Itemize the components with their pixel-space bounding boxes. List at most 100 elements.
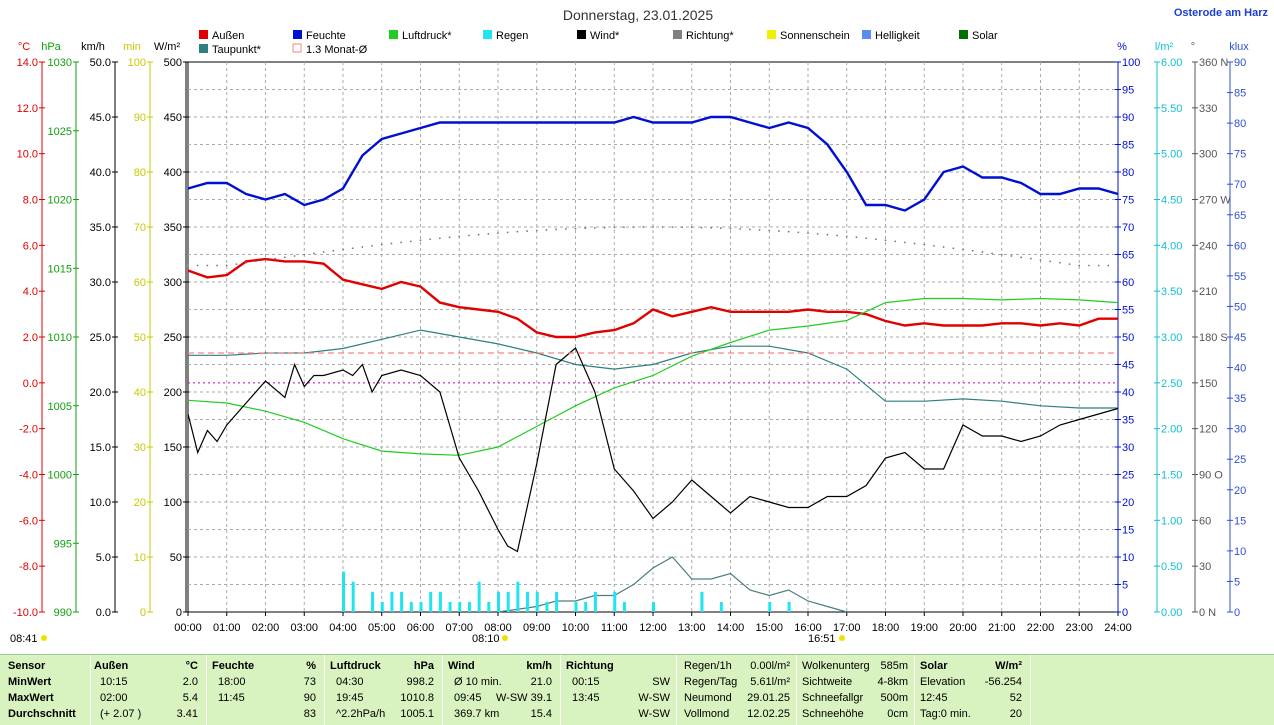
lm2-tick-label: 5.50 xyxy=(1161,103,1182,115)
solar-max-dot xyxy=(1039,259,1042,261)
solar-max-dot xyxy=(235,263,238,266)
solar-max-dot xyxy=(962,248,964,251)
kmh-tick-label: 30.0 xyxy=(90,277,111,289)
stats-separator xyxy=(90,655,91,725)
legend-label: Wind* xyxy=(590,30,620,42)
sun-icon xyxy=(41,635,47,641)
stats-cell: 12:45 xyxy=(920,692,948,704)
x-tick-label: 12:00 xyxy=(639,622,667,634)
lm2-tick-label: 3.50 xyxy=(1161,286,1182,298)
solar-max-dot xyxy=(816,232,819,235)
pct-tick-label: 60 xyxy=(1122,277,1134,289)
wm2-tick-label: 300 xyxy=(164,277,182,289)
solar-max-dot xyxy=(787,230,790,233)
series-line xyxy=(187,347,1119,553)
min-tick-label: 90 xyxy=(134,112,146,124)
legend-label: Luftdruck* xyxy=(402,30,452,42)
temp-tick-label: -4.0 xyxy=(19,470,38,482)
x-axis: 00:00 01:00 02:00 03:00 04:00 05:00 06:00 07:00… xyxy=(174,612,1132,634)
solar-max-dot xyxy=(719,227,722,230)
pct-tick-label: 55 xyxy=(1122,305,1134,317)
x-tick-label: 15:00 xyxy=(755,622,783,634)
solar-max-dot xyxy=(681,226,683,229)
rain-bar xyxy=(342,571,345,612)
temp-tick-label: 12.0 xyxy=(17,103,38,115)
temp-tick-label: -10.0 xyxy=(13,607,38,619)
deg-tick-label: 300 xyxy=(1199,149,1217,161)
lm2-tick-label: 2.50 xyxy=(1161,378,1182,390)
stats-cell: Regen/1h xyxy=(684,660,732,672)
chart-title: Donnerstag, 23.01.2025 xyxy=(563,7,713,23)
x-tick-label: 14:00 xyxy=(717,622,745,634)
solar-max-dot xyxy=(1117,264,1119,267)
stats-cell: W-SW xyxy=(638,692,670,704)
rain-bar xyxy=(409,601,413,612)
pct-tick-label: 35 xyxy=(1122,415,1134,427)
pct-tick-label: 0 xyxy=(1122,607,1128,619)
stats-table: Sensor Außen °C Feuchte% Luftdruck hPa Wind km/… xyxy=(0,654,1274,725)
temp-tick-label: 4.0 xyxy=(23,286,38,298)
deg-tick-label: 90 O xyxy=(1199,470,1223,482)
temp-tick-label: 10.0 xyxy=(17,149,38,161)
stats-cell: hPa xyxy=(413,660,434,672)
solar-max-dot xyxy=(303,253,306,256)
temp-tick-label: 6.0 xyxy=(23,240,38,252)
solar-max-dot xyxy=(264,259,267,261)
solar-max-dot xyxy=(933,244,935,247)
deg-tick-label: 180 S xyxy=(1199,332,1228,344)
stats-cell: Ø 10 min. xyxy=(454,676,502,688)
x-tick-label: 16:00 xyxy=(794,622,822,634)
klux-tick-label: 65 xyxy=(1234,210,1246,222)
legend-swatch xyxy=(199,44,208,53)
stats-cell: Solar xyxy=(920,660,948,672)
stats-cell: Feuchte xyxy=(212,660,255,672)
stats-separator xyxy=(676,655,677,725)
solar-max-dot xyxy=(351,247,354,250)
solar-max-dot xyxy=(778,230,780,232)
wm2-tick-label: 100 xyxy=(164,497,182,509)
stats-cell: Neumond xyxy=(684,692,732,704)
stats-cell: Außen xyxy=(94,660,129,672)
stats-cell: 19:45 xyxy=(336,692,364,704)
stats-cell: MaxWert xyxy=(8,692,54,704)
wm2-tick-label: 500 xyxy=(164,57,182,69)
solar-max-dot xyxy=(274,257,277,260)
solar-max-dot xyxy=(438,237,441,240)
hpa-tick-label: 1005 xyxy=(48,401,72,413)
stats-cell: 369.7 km xyxy=(454,708,500,720)
stats-cell: 29.01.25 xyxy=(747,692,790,704)
klux-tick-label: 40 xyxy=(1234,363,1246,375)
stats-separator xyxy=(206,655,207,725)
series-line xyxy=(497,556,847,613)
hpa-unit-label: hPa xyxy=(41,41,61,53)
pct-tick-label: 75 xyxy=(1122,195,1134,207)
wm2-tick-label: 400 xyxy=(164,167,182,179)
solar-max-dot xyxy=(1058,261,1061,264)
weather-chart: Donnerstag, 23.01.2025 Osterode am Harz … xyxy=(10,7,1269,645)
wm2-tick-label: 0 xyxy=(176,607,182,619)
pct-tick-label: 85 xyxy=(1122,140,1134,152)
solar-max-dot xyxy=(1068,263,1071,266)
x-tick-label: 00:00 xyxy=(174,622,202,634)
stats-cell: 13:45 xyxy=(572,692,600,704)
kmh-tick-label: 40.0 xyxy=(90,167,111,179)
temp-tick-label: -2.0 xyxy=(19,424,38,436)
solar-max-dot xyxy=(448,236,451,239)
min-tick-label: 60 xyxy=(134,277,146,289)
stats-cell: 585m xyxy=(880,660,908,672)
pct-tick-label: 10 xyxy=(1122,552,1134,564)
solar-max-dot xyxy=(322,251,325,253)
x-tick-label: 03:00 xyxy=(290,622,318,634)
lm2-tick-label: 0.50 xyxy=(1161,561,1182,573)
solar-max-dot xyxy=(981,251,984,253)
hpa-tick-label: 1020 xyxy=(48,195,72,207)
klux-tick-label: 20 xyxy=(1234,485,1246,497)
lm2-tick-label: 0.00 xyxy=(1161,607,1182,619)
solar-max-dot xyxy=(991,252,993,255)
klux-tick-label: 30 xyxy=(1234,424,1246,436)
min-unit-label: min xyxy=(123,41,141,53)
rain-bar xyxy=(526,591,530,612)
location-label: Osterode am Harz xyxy=(1174,7,1269,19)
solar-max-dot xyxy=(487,232,490,235)
temp-tick-label: -8.0 xyxy=(19,561,38,573)
